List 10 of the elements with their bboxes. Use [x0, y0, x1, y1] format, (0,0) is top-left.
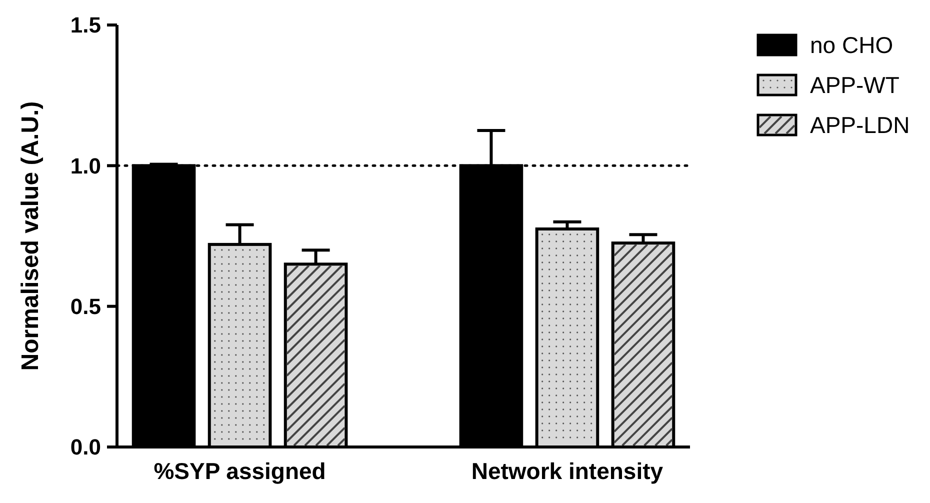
- legend-label: no CHO: [810, 32, 894, 58]
- x-tick-label: %SYP assigned: [154, 458, 326, 484]
- x-tick-label: Network intensity: [471, 458, 664, 484]
- y-tick-label: 0.5: [70, 294, 101, 320]
- y-tick-label: 1.5: [70, 12, 101, 38]
- legend-label: APP-LDN: [810, 112, 910, 138]
- legend-label: APP-WT: [810, 72, 900, 98]
- y-tick-label: 0.0: [70, 434, 101, 460]
- y-axis-title: Normalised value (A.U.): [17, 101, 44, 371]
- y-tick-label: 1.0: [70, 153, 101, 178]
